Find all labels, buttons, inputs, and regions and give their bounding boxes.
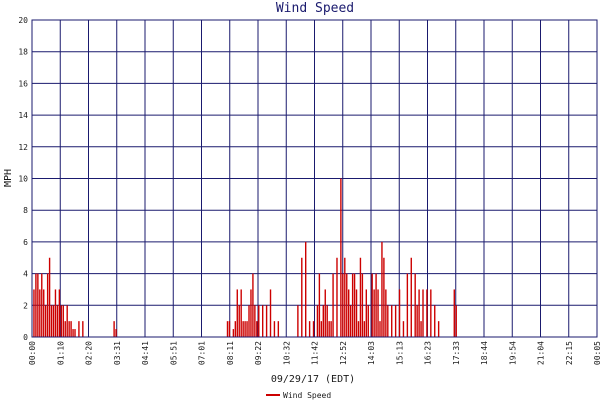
- x-tick-label: 05:51: [169, 341, 178, 365]
- x-tick-label: 07:01: [198, 341, 207, 365]
- x-tick-label: 18:44: [480, 341, 489, 365]
- x-tick-label: 16:23: [424, 341, 433, 365]
- y-tick-label: 8: [23, 206, 28, 215]
- x-tick-label: 00:05: [593, 341, 600, 365]
- grid-lines: [31, 19, 598, 338]
- x-tick-label: 09:22: [254, 341, 263, 365]
- x-tick-label: 11:42: [311, 341, 320, 365]
- x-axis-label: 09/29/17 (EDT): [271, 374, 355, 385]
- y-tick-labels: 0 2 4 6 8 10 12 14 16 18 20: [18, 16, 28, 342]
- legend: Wind Speed: [266, 391, 331, 400]
- y-tick-label: 12: [18, 143, 28, 152]
- y-axis-label: MPH: [3, 169, 14, 187]
- legend-label: Wind Speed: [283, 391, 331, 400]
- y-tick-label: 14: [18, 111, 28, 120]
- data-bars: [33, 178, 457, 337]
- chart-title: Wind Speed: [276, 1, 354, 16]
- x-tick-label: 19:54: [508, 341, 517, 365]
- x-tick-label: 02:20: [85, 341, 94, 365]
- plot-frame: [31, 19, 598, 338]
- x-tick-label: 01:10: [56, 341, 65, 365]
- x-tick-label: 21:04: [537, 341, 546, 365]
- x-tick-label: 00:00: [28, 341, 37, 365]
- x-tick-label: 04:41: [141, 341, 150, 365]
- y-tick-label: 4: [23, 270, 28, 279]
- x-tick-label: 17:33: [452, 341, 461, 365]
- y-tick-label: 6: [23, 238, 28, 247]
- y-tick-label: 10: [18, 175, 28, 184]
- y-tick-label: 2: [23, 301, 28, 310]
- x-tick-label: 15:13: [395, 341, 404, 365]
- x-tick-label: 22:15: [565, 341, 574, 365]
- x-tick-label: 10:32: [282, 341, 291, 365]
- x-tick-label: 14:03: [367, 341, 376, 365]
- y-tick-label: 16: [18, 79, 28, 88]
- x-tick-label: 12:52: [339, 341, 348, 365]
- x-tick-labels: 00:00 01:10 02:20 03:31 04:41 05:51 07:01 08:11…: [28, 341, 600, 365]
- y-tick-label: 20: [18, 16, 28, 25]
- y-tick-label: 18: [18, 48, 28, 57]
- x-tick-label: 03:31: [113, 341, 122, 365]
- x-tick-label: 08:11: [226, 341, 235, 365]
- y-tick-label: 0: [23, 333, 28, 342]
